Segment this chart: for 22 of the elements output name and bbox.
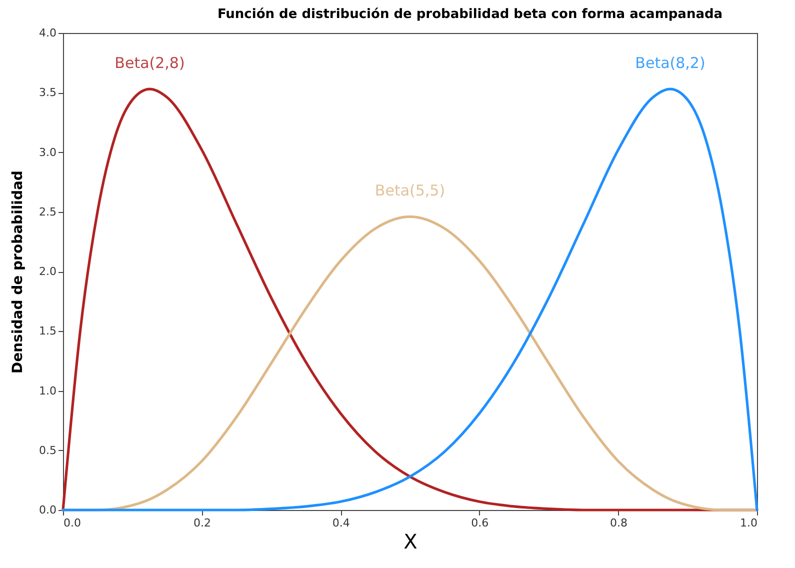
y-axis-title: Densidad de probabilidad	[10, 170, 26, 374]
chart-title: Función de distribución de probabilidad beta con forma acampanada	[217, 7, 723, 22]
x-axis-title: X	[404, 530, 418, 554]
y-tick-label: 1.0	[39, 384, 56, 398]
y-tick-label: 0.5	[39, 444, 56, 457]
x-tick-label: 0.8	[610, 516, 628, 530]
y-tick-label: 4.0	[39, 26, 56, 40]
y-tick-label: 3.5	[39, 86, 56, 100]
y-tick-label: 2.0	[39, 265, 56, 278]
x-tick-label: 1.0	[740, 516, 758, 530]
y-tick-label: 0.0	[39, 504, 56, 516]
x-tick-label: 0.0	[64, 516, 81, 530]
x-tick-label: 0.4	[332, 516, 350, 530]
y-tick-label: 3.0	[39, 146, 56, 159]
y-tick-label: 2.5	[39, 205, 56, 218]
series-label: Beta(8,2)	[635, 54, 706, 72]
line-series	[62, 88, 758, 512]
x-tick-label: 0.2	[194, 516, 212, 530]
series-label: Beta(2,8)	[114, 54, 185, 72]
x-tick-label: 0.6	[471, 516, 489, 530]
y-tick-label: 1.5	[39, 324, 56, 338]
series-label: Beta(5,5)	[374, 182, 446, 200]
